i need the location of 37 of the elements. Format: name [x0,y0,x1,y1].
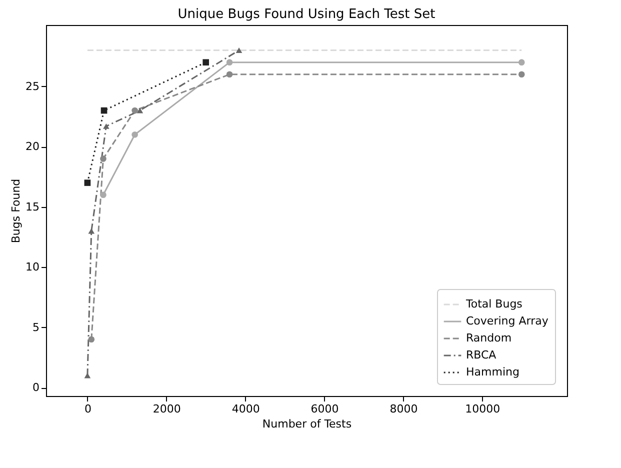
y-tick-label: 25 [26,80,40,93]
legend-label: Random [466,332,512,344]
point [202,59,210,66]
point [100,107,108,114]
point [136,108,144,114]
x-tick-label: 4000 [232,402,260,416]
chart-title: Unique Bugs Found Using Each Test Set [178,7,436,22]
legend-label: Covering Array [466,314,549,328]
x-tick-label: 8000 [390,402,418,416]
point [84,180,91,186]
point [132,107,138,114]
legend-label: Total Bugs [465,298,523,310]
x-tick-label: 6000 [310,402,339,416]
legend-label: RBCA [466,348,497,362]
x-tick-label: 2000 [152,402,181,416]
point [518,59,525,66]
x-tick-label: 0 [84,402,92,416]
x-tick-label: 10000 [465,402,500,416]
point [84,372,91,378]
point [132,131,138,138]
point [88,336,95,343]
y-tick-label: 10 [26,260,40,274]
y-tick-label: 20 [26,140,40,154]
point [226,59,233,66]
y-tick-label: 15 [26,200,40,214]
y-tick-label: 0 [32,381,40,394]
legend-label: Hamming [466,366,520,378]
y-tick-label: 5 [32,320,40,334]
point [100,192,106,198]
point [518,71,525,78]
point [226,71,233,78]
point [236,48,242,54]
point [88,228,95,234]
y-axis-title: Bugs Found [10,178,23,244]
point [100,156,106,162]
point [103,123,110,129]
x-axis-title: Number of Tests [262,418,352,430]
